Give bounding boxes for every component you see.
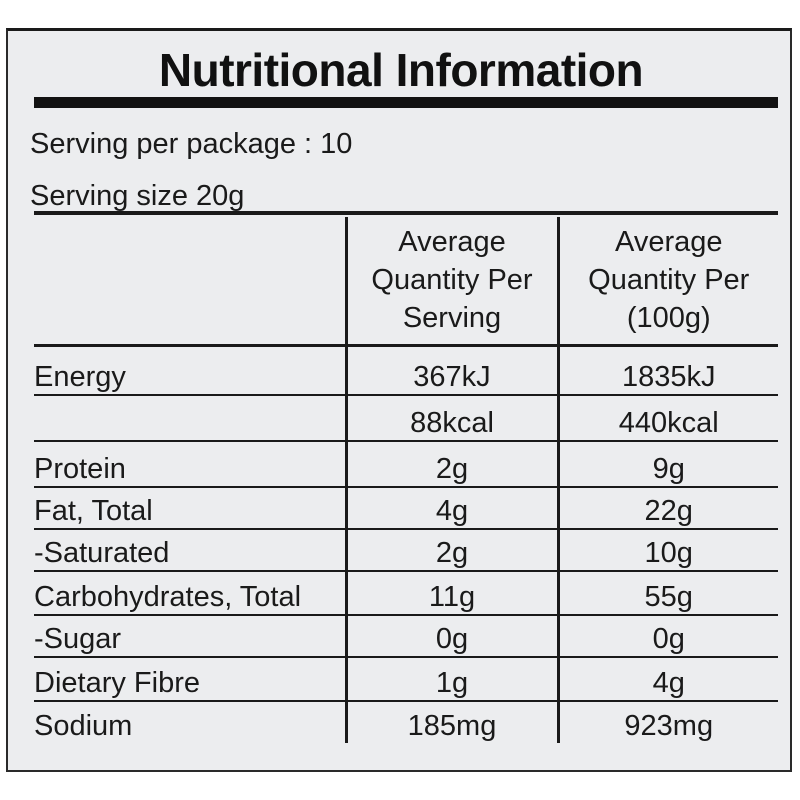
serving-size: Serving size 20g <box>30 180 245 212</box>
nutrient-name: -Sugar <box>34 615 346 658</box>
meta-divider <box>34 211 778 215</box>
table-header-row: Average Quantity Per Serving Average Qua… <box>34 217 778 347</box>
header-per-100g: Average Quantity Per (100g) <box>558 217 778 347</box>
nutrient-name: Carbohydrates, Total <box>34 571 346 616</box>
nutrient-name: Protein <box>34 441 346 488</box>
nutrient-name: Energy <box>34 345 346 396</box>
value-per-100g: 9g <box>558 441 778 488</box>
value-per-100g: 0g <box>558 615 778 658</box>
value-per-serving: 367kJ <box>344 345 560 396</box>
table-row: -Saturated 2g 10g <box>34 529 778 572</box>
value-per-serving: 2g <box>344 441 560 488</box>
value-per-100g: 4g <box>558 657 778 702</box>
nutrient-name: Sodium <box>34 710 133 742</box>
nutrient-name: Fat, Total <box>34 487 346 530</box>
value-per-serving: 11g <box>344 571 560 616</box>
nutrient-name: Dietary Fibre <box>34 657 346 702</box>
table-row: Dietary Fibre 1g 4g <box>34 657 778 702</box>
nutrient-name: -Saturated <box>34 529 346 572</box>
table-row: Fat, Total 4g 22g <box>34 487 778 530</box>
value-per-serving: 1g <box>344 657 560 702</box>
table-row: Carbohydrates, Total 11g 55g <box>34 571 778 616</box>
nutrition-table: Average Quantity Per Serving Average Qua… <box>34 217 778 743</box>
table-row: Protein 2g 9g <box>34 441 778 488</box>
value-per-serving: 88kcal <box>344 395 560 442</box>
table-row: -Sugar 0g 0g <box>34 615 778 658</box>
label-title: Nutritional Information <box>158 44 644 96</box>
serving-per-package: Serving per package : 10 <box>30 128 353 160</box>
value-per-100g: 10g <box>558 529 778 572</box>
table-row: Energy 367kJ 1835kJ <box>34 345 778 396</box>
table-row: 88kcal 440kcal <box>34 395 778 442</box>
header-per-serving: Average Quantity Per Serving <box>344 217 560 347</box>
value-per-serving: 185mg <box>344 701 560 743</box>
nutrient-name <box>34 395 346 442</box>
value-per-serving: 0g <box>344 615 560 658</box>
value-per-serving: 4g <box>344 487 560 530</box>
value-per-serving: 2g <box>344 529 560 572</box>
value-per-100g: 22g <box>558 487 778 530</box>
value-per-100g: 923mg <box>624 710 714 742</box>
value-per-100g: 1835kJ <box>558 345 778 396</box>
table-row: Sodium 185mg 923mg <box>34 701 778 743</box>
header-nutrient <box>34 217 346 347</box>
nutrition-label: Nutritional Information Serving per pack… <box>6 28 792 772</box>
title-divider <box>34 97 778 108</box>
value-per-100g: 55g <box>558 571 778 616</box>
value-per-100g: 440kcal <box>558 395 778 442</box>
